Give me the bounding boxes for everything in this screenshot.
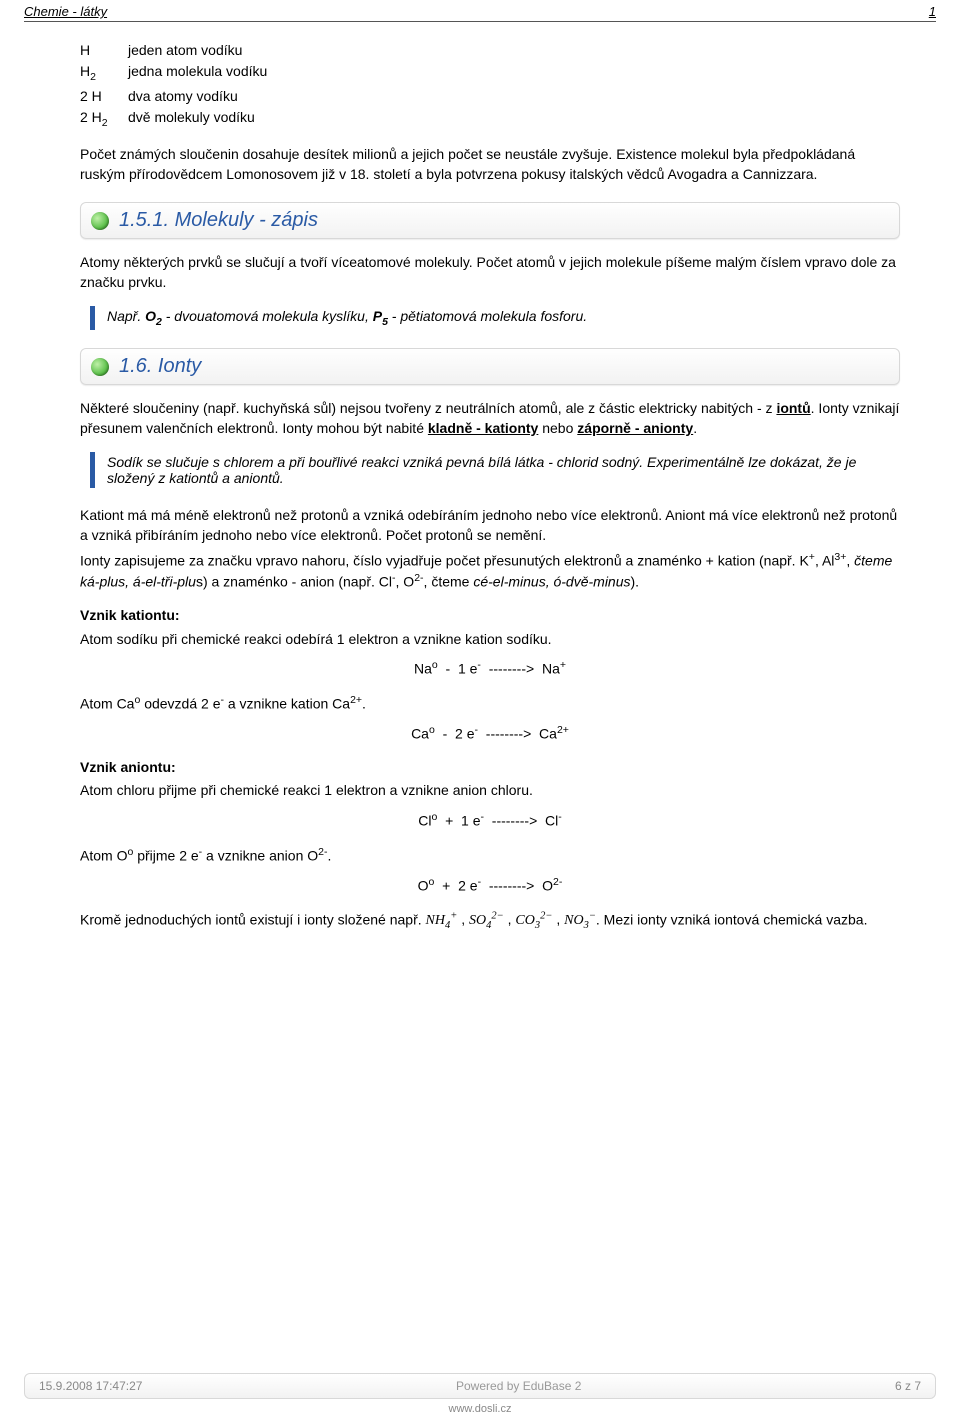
- table-row: 2 H dva atomy vodíku: [80, 86, 900, 107]
- text: , Al: [815, 552, 834, 568]
- text: . Mezi ionty vzniká iontová chemická vaz…: [596, 911, 868, 927]
- text: odevzdá 2 e: [140, 696, 220, 712]
- equation-cl: Clo + 1 e- --------> Cl-: [80, 811, 900, 829]
- sup-2plus: 2+: [350, 694, 362, 706]
- footer: 15.9.2008 17:47:27 Powered by EduBase 2 …: [0, 1373, 960, 1421]
- sym-cell: 2 H: [80, 86, 128, 107]
- table-row: 2 H2 dvě molekuly vodíku: [80, 107, 900, 132]
- text: - pětiatomová molekula fosforu.: [388, 308, 587, 324]
- equation-o: Oo + 2 e- --------> O2-: [80, 876, 900, 894]
- bold-header: Vznik aniontu:: [80, 759, 176, 775]
- footer-page: 6 z 7: [895, 1379, 921, 1393]
- sym-cell: 2 H2: [80, 107, 128, 132]
- kation-ca-p: Atom Cao odevzdá 2 e- a vznikne kation C…: [80, 693, 900, 714]
- desc-cell: jeden atom vodíku: [128, 40, 900, 61]
- page: Chemie - látky 1 H jeden atom vodíku H2 …: [0, 0, 960, 1421]
- text: , čteme: [424, 574, 474, 590]
- desc-cell: dva atomy vodíku: [128, 86, 900, 107]
- globe-icon: [91, 212, 109, 230]
- sym-cell: H: [80, 40, 128, 61]
- content: H jeden atom vodíku H2 jedna molekula vo…: [0, 40, 960, 934]
- section-heading-molekuly: 1.5.1. Molekuly - zápis: [80, 202, 900, 239]
- term-iontu: iontů: [776, 400, 810, 416]
- section-title: Ionty: [158, 355, 201, 377]
- sec2-p2: Kationt má má méně elektronů než protonů…: [80, 506, 900, 545]
- desc-cell: jedna molekula vodíku: [128, 61, 900, 86]
- sup-3plus: 3+: [834, 551, 846, 563]
- footer-url: www.dosli.cz: [0, 1403, 960, 1415]
- anion-o-p: Atom Oo přijme 2 e- a vznikne anion O2-.: [80, 845, 900, 866]
- kation-p: Atom sodíku při chemické reakci odebírá …: [80, 630, 900, 650]
- bold-p5: P5: [373, 308, 388, 324]
- header-divider: [24, 21, 936, 22]
- globe-icon: [91, 358, 109, 376]
- bold-o2: O2: [145, 308, 162, 324]
- footer-date: 15.9.2008 17:47:27: [39, 1379, 142, 1393]
- text: - dvouatomová molekula kyslíku,: [162, 308, 373, 324]
- example-quote-molekuly: Např. O2 - dvouatomová molekula kyslíku,…: [90, 306, 900, 330]
- text: .: [693, 420, 697, 436]
- text: Ionty zapisujeme za značku vpravo nahoru…: [80, 552, 809, 568]
- page-header: Chemie - látky 1: [0, 0, 960, 19]
- text: nebo: [538, 420, 577, 436]
- anion-header: Vznik aniontu:: [80, 758, 900, 778]
- term-anionty: záporně - anionty: [577, 420, 693, 436]
- table-row: H jeden atom vodíku: [80, 40, 900, 61]
- intro-paragraph: Počet známých sloučenin dosahuje desítek…: [80, 145, 900, 184]
- text: přijme 2 e: [133, 847, 198, 863]
- text: , O: [396, 574, 415, 590]
- sup-2minus: 2-: [414, 572, 423, 584]
- text: Atom O: [80, 847, 127, 863]
- symbol-table: H jeden atom vodíku H2 jedna molekula vo…: [80, 40, 900, 131]
- section-num: 1.5.1.: [119, 209, 169, 231]
- sym-cell: H2: [80, 61, 128, 86]
- footer-powered: Powered by EduBase 2: [456, 1379, 581, 1393]
- text: a vznikne kation Ca: [224, 696, 350, 712]
- section-title: Molekuly - zápis: [175, 209, 318, 231]
- text: ,: [846, 552, 854, 568]
- complex-ion-list: NH4+ , SO42− , CO32− , NO3−: [426, 911, 596, 927]
- section-heading-ionty: 1.6. Ionty: [80, 348, 900, 385]
- desc-cell: dvě molekuly vodíku: [128, 107, 900, 132]
- anion-p: Atom chloru přijme při chemické reakci 1…: [80, 781, 900, 801]
- text: Např.: [107, 308, 145, 324]
- header-number: 1: [929, 4, 936, 19]
- section-num: 1.6.: [119, 355, 152, 377]
- bold-header: Vznik kationtu:: [80, 607, 180, 623]
- complex-ions-p: Kromě jednoduchých iontů existují i iont…: [80, 910, 900, 934]
- text: ).: [631, 574, 640, 590]
- text: .: [327, 847, 331, 863]
- section-heading-text: 1.6. Ionty: [119, 355, 201, 378]
- text: a vznikne anion O: [202, 847, 318, 863]
- kation-header: Vznik kationtu:: [80, 606, 900, 626]
- text: s) a znaménko - anion (např. Cl: [196, 574, 392, 590]
- text: Atom Ca: [80, 696, 134, 712]
- italic-read: cé-el-minus, ó-dvě-minus: [473, 574, 630, 590]
- equation-na: Nao - 1 e- --------> Na+: [80, 659, 900, 677]
- sec1-paragraph: Atomy některých prvků se slučují a tvoří…: [80, 253, 900, 292]
- text: Některé sloučeniny (např. kuchyňská sůl)…: [80, 400, 776, 416]
- sec2-p3: Ionty zapisujeme za značku vpravo nahoru…: [80, 550, 900, 593]
- quote-sodik: Sodík se slučuje s chlorem a při bouřliv…: [90, 452, 900, 488]
- sec2-p1: Některé sloučeniny (např. kuchyňská sůl)…: [80, 399, 900, 438]
- footer-bar: 15.9.2008 17:47:27 Powered by EduBase 2 …: [24, 1373, 936, 1399]
- table-row: H2 jedna molekula vodíku: [80, 61, 900, 86]
- text: Kromě jednoduchých iontů existují i iont…: [80, 911, 426, 927]
- text: .: [362, 696, 366, 712]
- section-heading-text: 1.5.1. Molekuly - zápis: [119, 209, 318, 232]
- equation-ca: Cao - 2 e- --------> Ca2+: [80, 724, 900, 742]
- header-title: Chemie - látky: [24, 4, 107, 19]
- term-kationty: kladně - kationty: [428, 420, 538, 436]
